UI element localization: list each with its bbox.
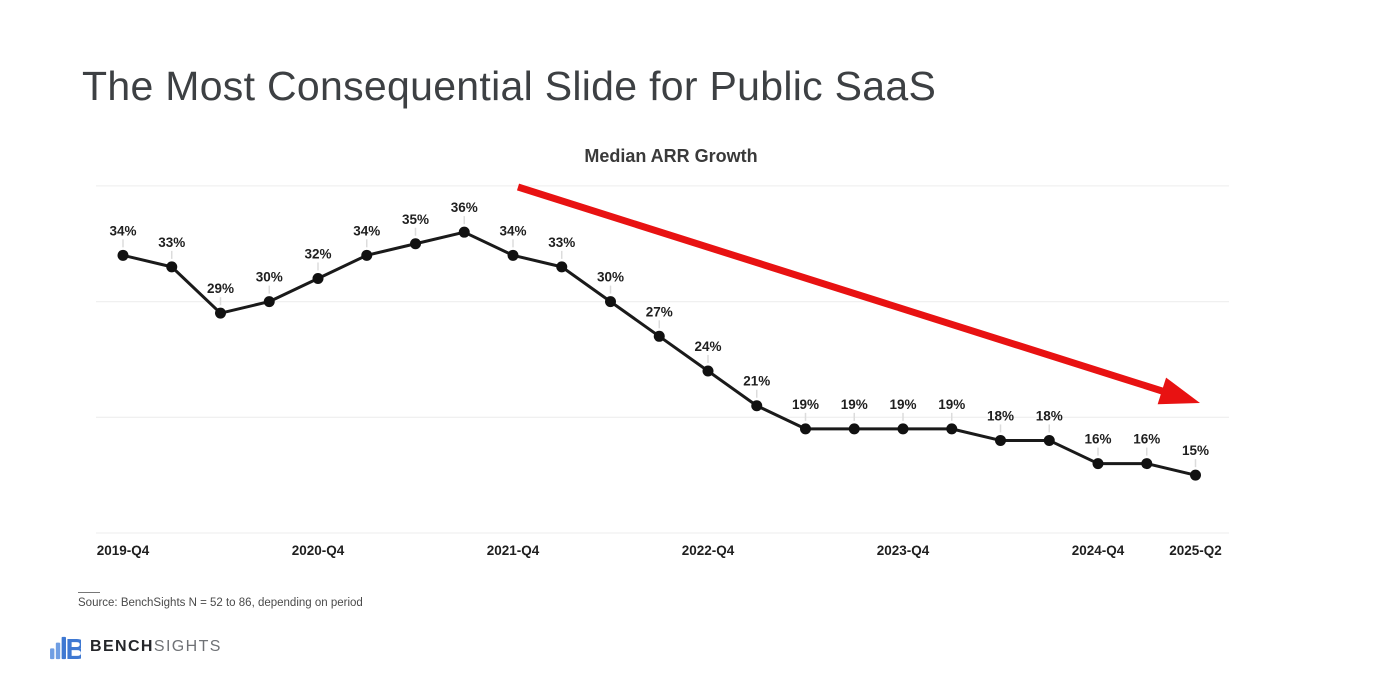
data-point-label: 16% bbox=[1084, 432, 1111, 447]
data-point-label: 34% bbox=[499, 223, 526, 238]
data-point-label: 19% bbox=[792, 397, 819, 412]
data-point-label: 32% bbox=[304, 246, 331, 261]
x-tick-label: 2021-Q4 bbox=[487, 543, 540, 558]
data-point-label: 36% bbox=[451, 200, 478, 215]
benchsights-logo: B BENCHSIGHTS bbox=[50, 632, 222, 661]
data-point bbox=[605, 296, 616, 308]
data-point bbox=[361, 249, 373, 261]
data-point bbox=[897, 423, 909, 435]
data-point bbox=[458, 226, 470, 238]
data-point-label: 30% bbox=[597, 270, 624, 285]
svg-text:B: B bbox=[66, 634, 82, 661]
data-point-label: 19% bbox=[889, 397, 916, 412]
data-point bbox=[166, 261, 178, 273]
logo-wordmark: BENCHSIGHTS bbox=[90, 638, 222, 656]
data-point-label: 35% bbox=[402, 212, 429, 227]
data-point bbox=[117, 249, 129, 261]
footnote-divider bbox=[78, 592, 100, 593]
data-point-label: 16% bbox=[1133, 432, 1160, 447]
data-point bbox=[1190, 469, 1201, 481]
data-point-label: 24% bbox=[694, 339, 721, 354]
source-note: Source: BenchSights N = 52 to 86, depend… bbox=[78, 597, 363, 609]
data-point bbox=[312, 272, 324, 284]
data-point-label: 19% bbox=[841, 397, 868, 412]
data-point bbox=[800, 423, 811, 435]
data-point-label: 33% bbox=[548, 235, 575, 250]
x-tick-label: 2022-Q4 bbox=[682, 543, 735, 558]
data-point-label: 34% bbox=[109, 223, 136, 238]
data-point bbox=[995, 434, 1006, 446]
data-point bbox=[702, 365, 714, 377]
data-point-label: 19% bbox=[938, 397, 965, 412]
bar-chart-b-icon: B bbox=[50, 634, 82, 661]
data-point bbox=[410, 238, 421, 250]
data-point-label: 18% bbox=[1036, 408, 1063, 423]
x-tick-label: 2020-Q4 bbox=[292, 543, 345, 558]
x-tick-label: 2024-Q4 bbox=[1072, 543, 1125, 558]
data-point-label: 29% bbox=[207, 281, 234, 296]
data-point-label: 33% bbox=[158, 235, 185, 250]
data-point bbox=[653, 330, 665, 342]
data-point-label: 27% bbox=[646, 304, 673, 319]
logo-text-sights: SIGHTS bbox=[153, 637, 222, 655]
data-point-label: 15% bbox=[1182, 443, 1209, 458]
page-title: The Most Consequential Slide for Public … bbox=[82, 63, 937, 110]
data-point bbox=[1092, 458, 1104, 470]
data-point bbox=[507, 249, 519, 261]
data-point-label: 34% bbox=[353, 223, 380, 238]
data-point bbox=[263, 296, 275, 308]
chart-title: Median ARR Growth bbox=[584, 146, 758, 166]
x-tick-label: 2019-Q4 bbox=[97, 543, 150, 558]
x-tick-label: 2023-Q4 bbox=[877, 543, 930, 558]
data-point bbox=[1043, 434, 1055, 446]
data-point-label: 18% bbox=[987, 408, 1014, 423]
x-tick-label: 2025-Q2 bbox=[1169, 543, 1222, 558]
data-point-label: 30% bbox=[256, 270, 283, 285]
data-point bbox=[215, 307, 226, 319]
data-point bbox=[556, 261, 568, 273]
data-point-label: 21% bbox=[743, 374, 770, 389]
decline-arrow-shaft bbox=[516, 183, 1169, 397]
data-point bbox=[946, 423, 958, 435]
data-point bbox=[751, 400, 763, 412]
data-point bbox=[1141, 458, 1153, 470]
logo-text-bench: BENCH bbox=[90, 637, 154, 655]
data-point bbox=[848, 423, 860, 435]
decline-arrow-head bbox=[1157, 377, 1200, 405]
